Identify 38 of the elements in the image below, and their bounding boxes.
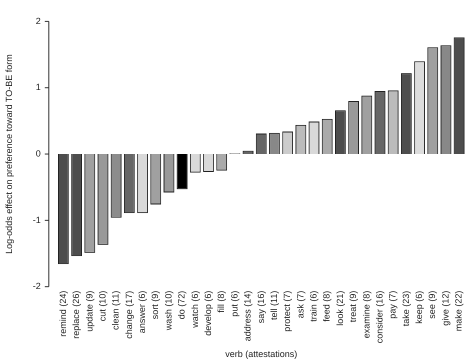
y-tick-label: 2 xyxy=(36,16,41,26)
y-tick-label: 1 xyxy=(36,82,41,92)
x-tick-label: change (17) xyxy=(124,290,134,339)
y-axis-title: Log-odds effect on preference toward TO-BE form xyxy=(4,54,14,254)
y-tick-label: 0 xyxy=(36,148,41,159)
x-tick-label: take (23) xyxy=(400,290,411,326)
x-tick-label: answer (6) xyxy=(137,290,148,334)
x-tick-label: examine (8) xyxy=(361,290,372,338)
x-tick-label: do (72) xyxy=(176,290,187,320)
x-tick-label: update (9) xyxy=(84,290,94,332)
x-tick-label: make (22) xyxy=(454,290,464,332)
x-tick-label: feed (8) xyxy=(322,290,332,322)
x-tick-label: develop (6) xyxy=(202,290,213,336)
x-tick-label: train (6) xyxy=(308,290,319,322)
x-tick-label: give (12) xyxy=(440,290,450,326)
x-tick-label: say (16) xyxy=(256,290,266,324)
x-tick-label: fill (8) xyxy=(216,290,226,313)
x-tick-label: protect (7) xyxy=(282,290,292,332)
x-tick-label: clean (11) xyxy=(110,290,121,330)
x-tick-label: look (21) xyxy=(334,290,345,326)
x-tick-label: wash (10) xyxy=(163,290,174,332)
x-tick-label: treat (9) xyxy=(348,290,358,322)
x-tick-label: ask (7) xyxy=(295,290,306,318)
y-tick-label: -2 xyxy=(32,281,41,292)
x-tick-label: put (6) xyxy=(229,290,240,317)
x-tick-label: watch (6) xyxy=(190,290,200,329)
x-tick-label: address (14) xyxy=(242,290,253,342)
x-tick-label: remind (24) xyxy=(58,290,68,337)
x-axis-title: verb (attestations) xyxy=(225,349,298,360)
x-tick-label: tell (11) xyxy=(268,290,279,320)
x-tick-label: see (9) xyxy=(427,290,438,319)
x-tick-label: keep (6) xyxy=(414,290,424,324)
x-tick-label: consider (16) xyxy=(374,290,384,344)
x-tick-label: pay (7) xyxy=(388,290,398,319)
x-tick-label: sort (9) xyxy=(150,290,160,320)
x-tick-label: replace (26) xyxy=(71,290,82,339)
y-tick-label: -1 xyxy=(32,214,41,225)
x-tick-label: cut (10) xyxy=(97,290,108,322)
